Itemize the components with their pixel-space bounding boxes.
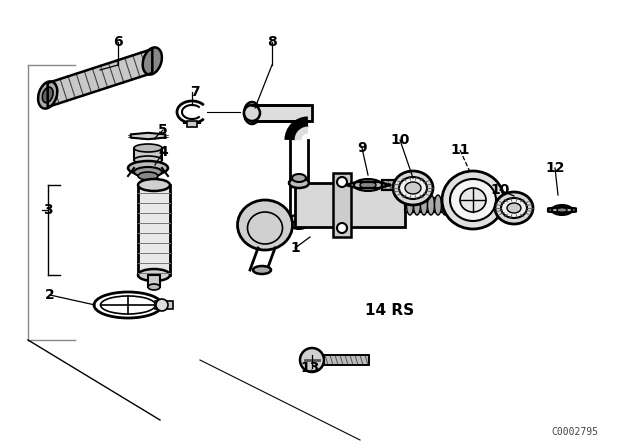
Text: 10: 10 [490, 183, 509, 197]
Text: 5: 5 [158, 123, 168, 137]
Bar [382, 180, 422, 190]
Text: 6: 6 [113, 35, 123, 49]
Ellipse shape [460, 188, 486, 212]
Ellipse shape [413, 195, 420, 215]
Text: 4: 4 [158, 145, 168, 159]
Ellipse shape [442, 195, 449, 215]
Bar [333, 173, 351, 237]
Text: 8: 8 [267, 35, 277, 49]
Ellipse shape [288, 215, 310, 225]
Ellipse shape [143, 47, 162, 75]
Text: 11: 11 [451, 143, 470, 157]
Ellipse shape [405, 182, 421, 194]
Ellipse shape [449, 195, 456, 215]
Ellipse shape [291, 221, 307, 229]
Ellipse shape [557, 207, 567, 212]
Ellipse shape [354, 179, 382, 191]
Ellipse shape [501, 198, 527, 218]
Ellipse shape [292, 174, 306, 182]
Ellipse shape [138, 179, 170, 191]
Text: 2: 2 [45, 288, 55, 302]
Bar [134, 148, 162, 160]
Bar [295, 183, 405, 227]
Circle shape [300, 348, 324, 372]
Text: 10: 10 [390, 133, 410, 147]
Bar [324, 355, 369, 365]
Ellipse shape [128, 161, 168, 175]
Text: C0002795: C0002795 [552, 427, 598, 437]
Text: 14 RS: 14 RS [365, 302, 415, 318]
Ellipse shape [393, 171, 433, 205]
Ellipse shape [253, 266, 271, 274]
Bar [155, 301, 173, 309]
Ellipse shape [495, 192, 533, 224]
Text: 13: 13 [300, 361, 320, 375]
Ellipse shape [237, 200, 292, 250]
Ellipse shape [244, 102, 260, 124]
Ellipse shape [289, 178, 309, 188]
Ellipse shape [134, 144, 162, 152]
Bar [138, 185, 170, 275]
Circle shape [337, 223, 347, 233]
Ellipse shape [138, 269, 170, 281]
Ellipse shape [138, 172, 158, 180]
Ellipse shape [507, 203, 521, 213]
Ellipse shape [399, 177, 427, 199]
Ellipse shape [360, 181, 376, 189]
Bar [324, 355, 369, 365]
Ellipse shape [38, 82, 58, 108]
Ellipse shape [148, 284, 160, 290]
Text: 3: 3 [43, 203, 53, 217]
Ellipse shape [442, 171, 504, 229]
Ellipse shape [247, 106, 257, 120]
Ellipse shape [134, 156, 162, 164]
Ellipse shape [428, 195, 435, 215]
Text: 12: 12 [545, 161, 564, 175]
Ellipse shape [244, 105, 260, 121]
Ellipse shape [420, 195, 428, 215]
Bar [148, 275, 160, 287]
Ellipse shape [42, 87, 53, 103]
Ellipse shape [134, 167, 162, 177]
Text: 1: 1 [290, 241, 300, 255]
Bar [405, 198, 485, 212]
Bar [187, 121, 197, 127]
Circle shape [337, 177, 347, 187]
Bar [382, 180, 422, 190]
Polygon shape [48, 49, 152, 107]
Text: 9: 9 [357, 141, 367, 155]
Polygon shape [131, 133, 165, 139]
Ellipse shape [406, 195, 413, 215]
Ellipse shape [156, 299, 168, 311]
Polygon shape [346, 182, 390, 188]
Ellipse shape [435, 195, 442, 215]
Ellipse shape [552, 205, 572, 215]
Bar [252, 105, 312, 121]
Polygon shape [548, 207, 576, 213]
Text: 7: 7 [190, 85, 200, 99]
Ellipse shape [450, 179, 496, 221]
